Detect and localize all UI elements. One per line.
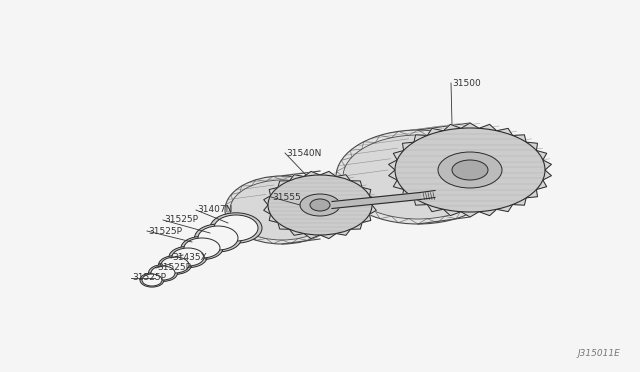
Text: 31435X: 31435X <box>172 253 207 263</box>
Ellipse shape <box>172 248 204 266</box>
Ellipse shape <box>268 175 372 235</box>
Ellipse shape <box>195 224 241 252</box>
Ellipse shape <box>159 256 191 275</box>
Ellipse shape <box>225 176 339 244</box>
Ellipse shape <box>336 130 500 224</box>
Text: 31500: 31500 <box>452 78 481 87</box>
Ellipse shape <box>148 264 177 281</box>
Ellipse shape <box>184 238 220 258</box>
Ellipse shape <box>151 266 175 280</box>
Ellipse shape <box>230 180 334 240</box>
Text: J315011E: J315011E <box>577 349 620 358</box>
Ellipse shape <box>395 128 545 212</box>
Ellipse shape <box>181 236 223 260</box>
Text: 31525P: 31525P <box>148 227 182 235</box>
Ellipse shape <box>300 194 340 216</box>
Ellipse shape <box>169 246 207 267</box>
Text: 31525P: 31525P <box>164 215 198 224</box>
Polygon shape <box>388 123 552 217</box>
Ellipse shape <box>140 273 164 287</box>
Ellipse shape <box>198 226 238 250</box>
Text: 31540N: 31540N <box>286 148 321 157</box>
Ellipse shape <box>142 274 162 286</box>
Ellipse shape <box>210 213 262 243</box>
Text: 31525P: 31525P <box>157 263 191 273</box>
Ellipse shape <box>438 152 502 188</box>
Polygon shape <box>332 192 420 208</box>
Ellipse shape <box>214 215 258 241</box>
Ellipse shape <box>310 199 330 211</box>
Ellipse shape <box>161 257 189 273</box>
Ellipse shape <box>452 160 488 180</box>
Ellipse shape <box>343 135 493 219</box>
Polygon shape <box>264 171 376 238</box>
Text: 31407N: 31407N <box>197 205 232 215</box>
Text: 31555: 31555 <box>272 192 301 202</box>
Text: 31525P: 31525P <box>132 273 166 282</box>
